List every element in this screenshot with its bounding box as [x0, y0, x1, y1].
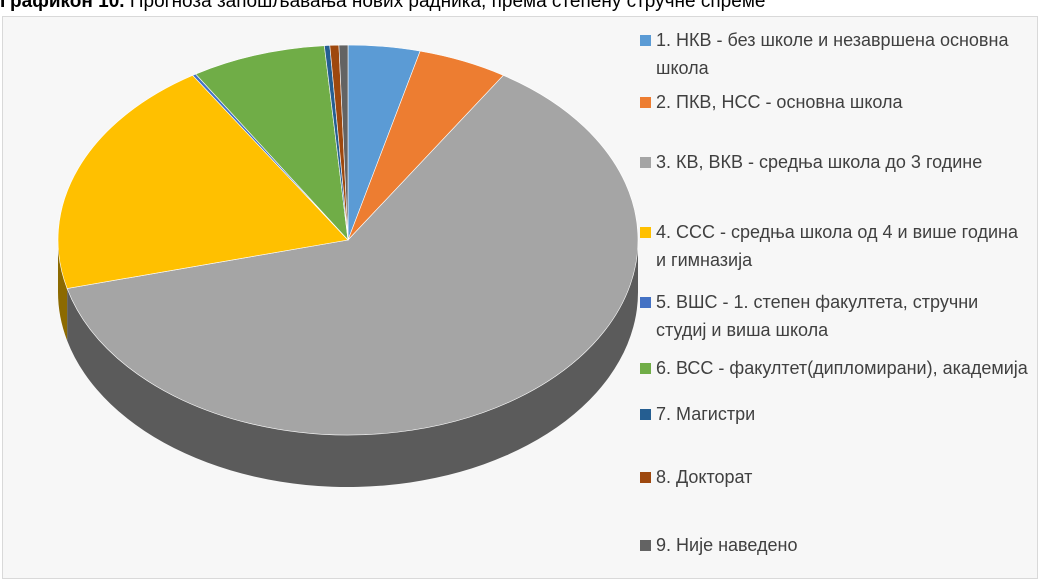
- legend-item: 4. ССС - средња школа од 4 и више година…: [640, 218, 1030, 274]
- legend-label: 2. ПКВ, НСС - основна школа: [656, 92, 903, 112]
- chart-title: Графикон 10. Прогноза запошљавања нових …: [0, 0, 765, 13]
- legend-item: 3. КВ, ВКВ - средња школа до 3 године: [640, 148, 1030, 176]
- slice: [57, 74, 349, 289]
- legend-item: 5. ВШС - 1. степен факултета, стручни ст…: [640, 288, 1030, 344]
- title-label: Графикон 10.: [0, 0, 125, 12]
- legend-label: 3. КВ, ВКВ - средња школа до 3 године: [656, 152, 983, 172]
- legend-label: 8. Докторат: [656, 467, 753, 487]
- legend-swatch: [640, 472, 651, 483]
- slice: [195, 45, 349, 241]
- legend-item: 2. ПКВ, НСС - основна школа: [640, 88, 1030, 116]
- legend-label: 7. Магистри: [656, 404, 756, 424]
- legend: 1. НКВ - без школе и незавршена основна …: [640, 0, 1035, 581]
- legend-label: 1. НКВ - без школе и незавршена основна …: [656, 30, 1009, 78]
- title-text: Прогноза запошљавања нових радника, прем…: [129, 0, 766, 12]
- legend-swatch: [640, 227, 651, 238]
- slice: [338, 44, 349, 241]
- slice: [66, 74, 639, 436]
- legend-swatch: [640, 363, 651, 374]
- legend-swatch: [640, 35, 651, 46]
- legend-label: 9. Није наведено: [656, 535, 798, 555]
- legend-swatch: [640, 157, 651, 168]
- legend-swatch: [640, 297, 651, 308]
- legend-label: 4. ССС - средња школа од 4 и више година…: [656, 222, 1018, 270]
- legend-item: 9. Није наведено: [640, 531, 1030, 559]
- legend-item: 6. ВСС - факултет(дипломирани), академиј…: [640, 354, 1030, 382]
- legend-label: 5. ВШС - 1. степен факултета, стручни ст…: [656, 292, 979, 340]
- slice-side: [67, 240, 638, 488]
- legend-swatch: [640, 540, 651, 551]
- legend-label: 6. ВСС - факултет(дипломирани), академиј…: [656, 358, 1028, 378]
- legend-swatch: [640, 97, 651, 108]
- legend-item: 7. Магистри: [640, 400, 1030, 428]
- legend-swatch: [640, 409, 651, 420]
- legend-item: 8. Докторат: [640, 463, 1030, 491]
- legend-item: 1. НКВ - без школе и незавршена основна …: [640, 26, 1030, 82]
